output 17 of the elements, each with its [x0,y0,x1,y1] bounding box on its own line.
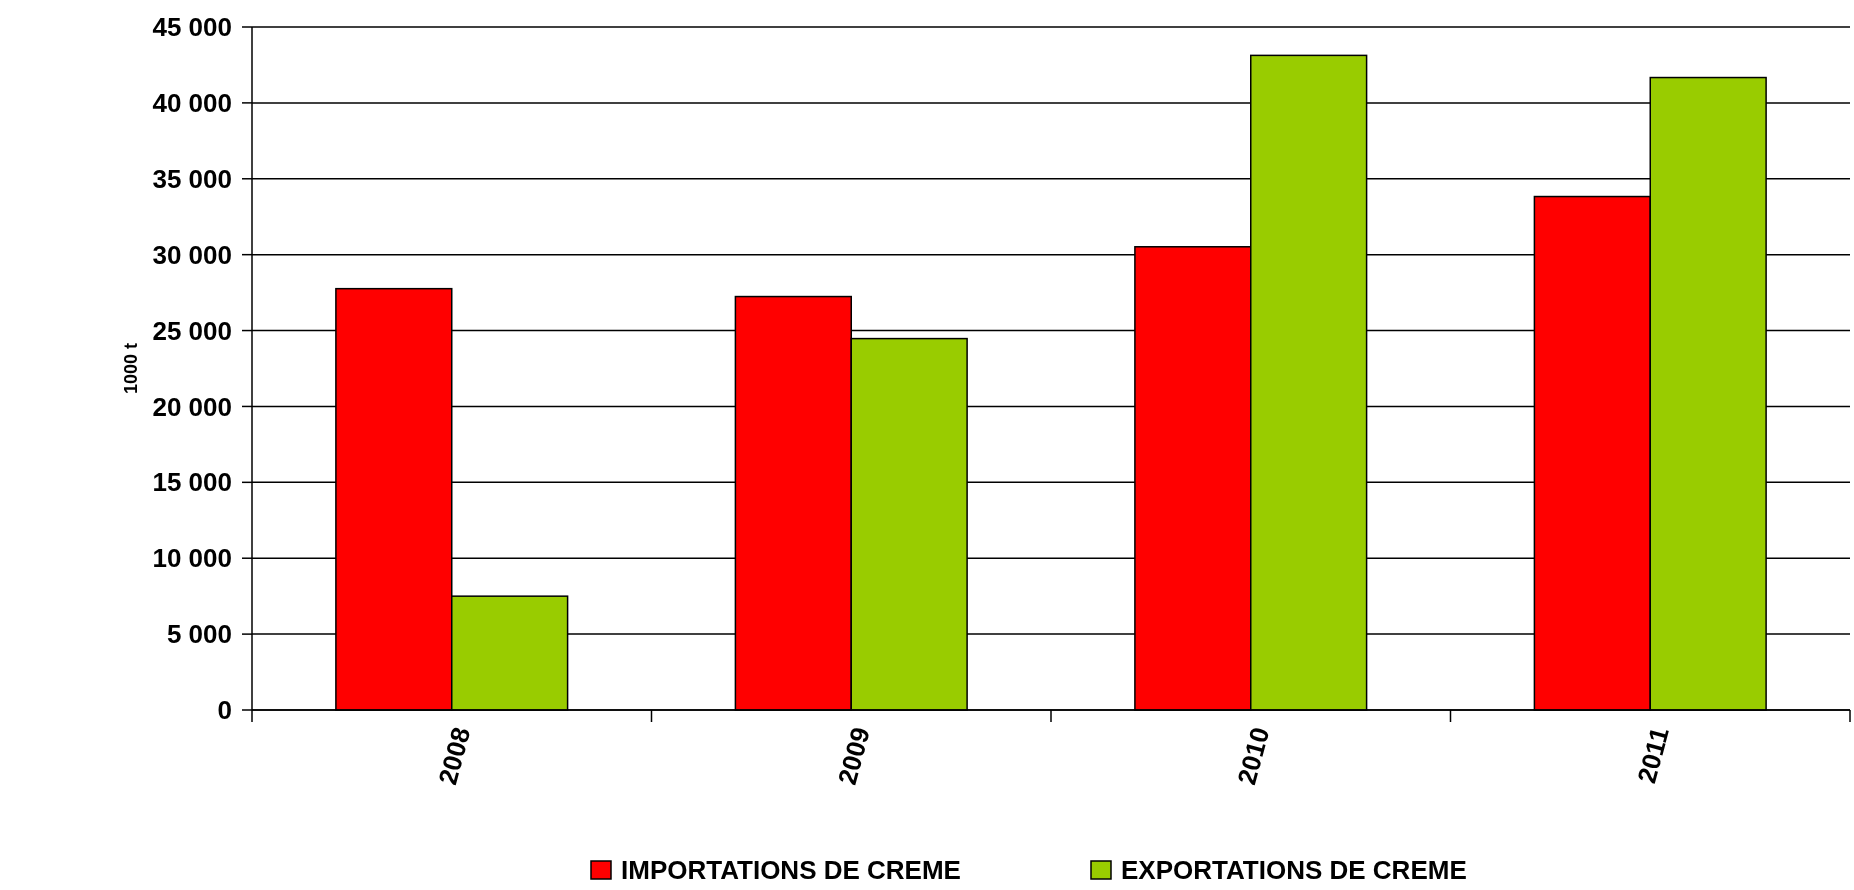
y-tick-label: 10 000 [152,543,232,574]
x-tick-label: 2008 [432,724,477,788]
legend-label: IMPORTATIONS DE CREME [621,855,961,886]
y-tick-label: 0 [217,695,232,726]
y-tick-label: 30 000 [152,239,232,270]
y-tick-label: 5 000 [166,619,232,650]
y-tick-label: 15 000 [152,467,232,498]
y-tick-label: 20 000 [152,391,232,422]
x-tick-label: 2009 [831,724,876,788]
y-tick-label: 35 000 [152,163,232,194]
legend-label: EXPORTATIONS DE CREME [1121,855,1467,886]
y-axis-title: 1000 t [121,342,141,395]
y-tick-label: 40 000 [152,87,232,118]
y-tick-label: 45 000 [152,12,232,43]
x-tick-label: 2010 [1231,724,1276,788]
y-tick-label: 25 000 [152,315,232,346]
x-tick-label: 2011 [1631,724,1675,787]
